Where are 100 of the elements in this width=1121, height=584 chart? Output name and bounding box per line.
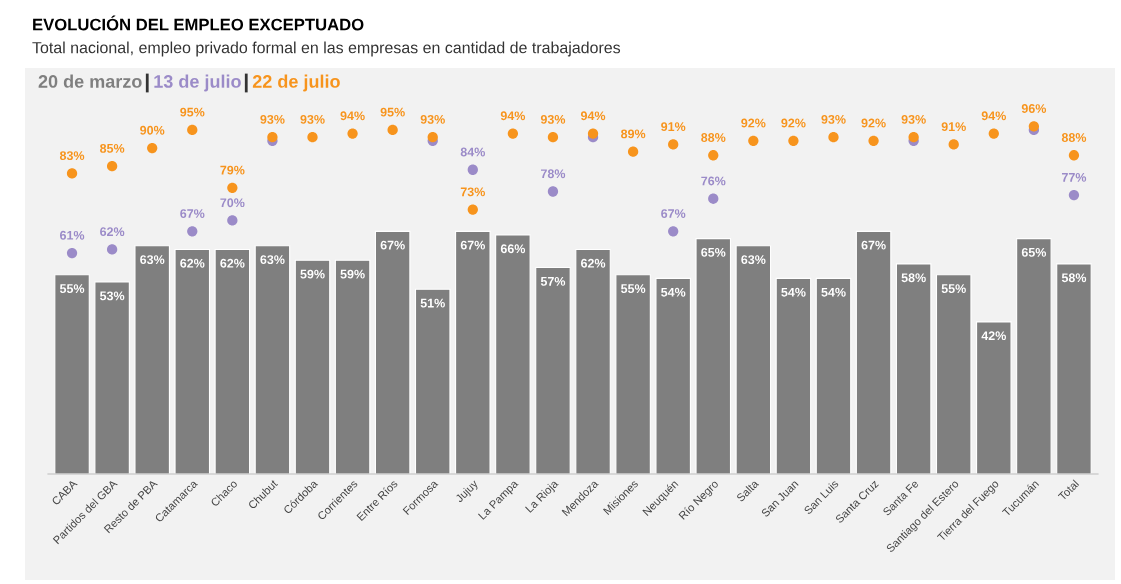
data-label: 62% [220,258,245,268]
data-label: 92% [861,118,886,128]
data-label: 84% [460,147,485,157]
point [547,186,559,197]
point [467,204,478,215]
point [147,142,158,154]
data-label: 62% [100,227,125,237]
bar [615,274,651,474]
data-label: 51% [420,298,445,308]
point [106,160,118,172]
point [227,215,238,226]
data-label: 67% [380,240,405,250]
text: 22 de julio [252,74,340,92]
bar [174,248,211,474]
data-label: 77% [1061,172,1087,182]
bar [1056,263,1092,474]
point [467,164,478,175]
point [868,135,879,146]
data-label: 78% [540,169,566,179]
point [668,139,679,150]
bar [374,230,411,474]
bar [455,230,491,474]
data-label: 67% [661,209,686,218]
bar [575,248,611,474]
data-label: 54% [661,287,686,297]
data-label: 65% [701,247,726,257]
point [387,124,398,136]
bar [935,274,972,474]
data-label: 89% [621,129,646,139]
point [1068,189,1080,201]
data-label: 63% [741,255,766,265]
chart-subtitle: Total nacional, empleo privado formal en las empresas en cantidad de trabajadores [32,41,621,57]
data-label: 92% [781,118,806,128]
point [828,132,839,143]
bar [334,259,371,474]
data-label: 94% [580,111,606,121]
data-label: 93% [260,114,285,124]
bar [895,263,932,474]
data-label: 66% [500,244,526,254]
data-label: 76% [701,176,726,186]
bar [414,288,451,474]
point [788,135,799,146]
data-label: 91% [941,122,966,132]
point [988,128,999,139]
data-label: 93% [540,114,566,124]
point [507,128,519,139]
point [547,132,559,143]
data-label: 70% [220,198,245,208]
point [227,182,238,194]
point [307,132,318,143]
bar [735,245,772,474]
data-label: 54% [821,287,846,297]
data-label: 92% [741,118,766,128]
point [627,146,639,157]
point [347,128,358,139]
point [187,226,198,237]
point [66,168,78,179]
data-label: 95% [380,107,405,117]
bar [655,277,691,474]
data-label: 59% [340,269,365,279]
data-label: 62% [180,258,205,268]
point [66,247,78,259]
data-label: 85% [100,143,125,153]
bar [214,248,251,474]
data-label: 54% [781,287,806,297]
data-label: 63% [260,255,285,265]
point [1068,150,1080,161]
point [587,128,599,139]
x-tick-label: San Luis [803,479,839,515]
data-label: 88% [701,133,726,142]
data-label: 73% [460,187,485,197]
data-label: 93% [420,114,445,124]
data-label: 93% [821,114,846,124]
data-label: 95% [180,107,205,117]
bar [1016,238,1052,474]
data-label: 58% [1061,273,1087,283]
data-label: 94% [981,111,1006,121]
data-label: 63% [140,255,165,265]
data-label: 57% [540,276,566,286]
data-label: 79% [220,165,245,175]
bar [775,277,812,474]
data-label: 55% [620,284,646,294]
data-label: 88% [1061,133,1087,142]
data-label: 91% [661,122,686,132]
text: 13 de julio [154,74,241,92]
data-label: 94% [500,111,526,121]
data-label: 67% [861,240,886,250]
bar [695,238,732,474]
data-label: 42% [981,331,1006,341]
bar [535,266,571,474]
data-label: 67% [180,209,205,218]
bar [134,245,170,474]
point [708,150,719,161]
chart-title: EVOLUCIÓN DEL EMPLEO EXCEPTUADO [33,15,364,31]
data-label: 59% [300,269,325,279]
data-label: 55% [941,284,966,294]
data-label: 94% [340,111,365,121]
point [748,135,759,146]
data-label: 96% [1021,104,1047,113]
data-label: 93% [300,114,325,124]
